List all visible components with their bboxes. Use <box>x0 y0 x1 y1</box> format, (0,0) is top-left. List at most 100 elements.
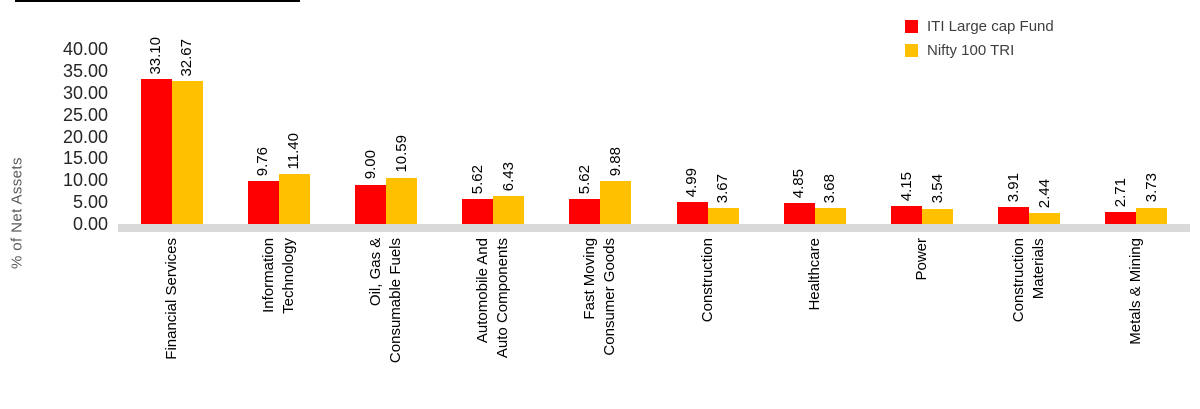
bar-group: 5.62 6.43 <box>440 0 547 224</box>
bar-column-series-1: 6.43 <box>493 0 525 224</box>
x-axis-line <box>118 224 1190 232</box>
bar-column-series-0: 5.62 <box>569 0 601 224</box>
bar-group: 4.15 3.54 <box>868 0 975 224</box>
y-axis-tick-label: 30.00 <box>62 82 108 103</box>
top-border-line <box>15 0 300 2</box>
y-axis-tick-label: 20.00 <box>62 126 108 147</box>
bar-series-0 <box>783 202 815 224</box>
x-axis-label: Information Technology <box>259 238 297 314</box>
bar-series-0 <box>891 205 923 224</box>
bar-series-1 <box>814 207 846 224</box>
x-axis-label-cell: Metals & Mining <box>1083 238 1190 345</box>
value-label: 4.15 <box>897 171 915 201</box>
bar-series-1 <box>386 177 417 224</box>
bar-column-series-1: 3.67 <box>707 0 739 224</box>
x-axis-label-cell: Information Technology <box>225 238 332 314</box>
x-axis-label-cell: Oil, Gas & Consumable Fuels <box>332 238 439 363</box>
bar-column-series-1: 3.73 <box>1136 0 1168 224</box>
value-label: 3.91 <box>1004 172 1022 202</box>
bar-column-series-1: 3.54 <box>922 0 954 224</box>
value-label: 10.59 <box>392 135 410 173</box>
x-axis-label: Power <box>913 238 931 281</box>
bar-column-series-0: 2.71 <box>1105 0 1137 224</box>
bar-series-0 <box>140 79 172 224</box>
y-axis-tick-label: 0.00 <box>72 214 108 234</box>
bar-series-1 <box>707 207 739 224</box>
x-axis-label: Construction Materials <box>1010 238 1048 323</box>
bar-group: 9.00 10.59 <box>332 0 439 224</box>
legend-swatch-icon <box>905 20 918 33</box>
bar-series-1 <box>1136 207 1168 224</box>
x-axis-label-cell: Construction <box>654 238 761 322</box>
value-label: 9.00 <box>361 150 379 180</box>
bar-series-0 <box>569 199 601 224</box>
bar-column-series-1: 10.59 <box>386 0 417 224</box>
bar-group: 9.76 11.40 <box>225 0 332 224</box>
x-axis-label: Healthcare <box>805 238 823 311</box>
bar-series-1 <box>493 195 525 224</box>
y-axis-tick-label: 10.00 <box>62 170 108 191</box>
bar-group: 5.62 9.88 <box>547 0 654 224</box>
bar-column-series-0: 3.91 <box>998 0 1030 224</box>
bar-column-series-0: 4.85 <box>783 0 815 224</box>
value-label: 4.99 <box>683 167 701 198</box>
bar-column-series-0: 33.10 <box>140 0 172 224</box>
legend-item: ITI Large cap Fund <box>905 18 1054 35</box>
bar-series-0 <box>998 206 1030 224</box>
x-axis-label: Oil, Gas & Consumable Fuels <box>367 238 404 364</box>
x-axis-label-cell: Power <box>868 238 975 281</box>
bar-series-0 <box>1105 212 1137 224</box>
y-axis-tick-label: 15.00 <box>62 148 108 169</box>
legend-swatch-icon <box>905 44 918 57</box>
x-axis-label-cell: Automobile And Auto Components <box>440 238 547 358</box>
y-axis-tick-label: 35.00 <box>62 60 108 81</box>
value-label: 32.67 <box>178 38 196 77</box>
legend-label: Nifty 100 TRI <box>927 42 1015 59</box>
value-label: 5.62 <box>575 165 593 195</box>
value-label: 9.76 <box>254 147 272 177</box>
x-axis-label: Construction <box>698 238 716 323</box>
plot-area: 33.10 32.67 9.76 11.40 9.00 10.59 5.62 6.43 5.62… <box>118 0 1190 224</box>
x-axis-label-cell: Construction Materials <box>976 238 1083 322</box>
y-axis-tick-label: 40.00 <box>62 39 108 59</box>
bar-series-0 <box>676 202 708 224</box>
value-label: 4.85 <box>790 168 808 198</box>
legend: ITI Large cap Fund Nifty 100 TRI <box>905 18 1054 59</box>
x-axis-label: Financial Services <box>162 238 180 360</box>
bar-column-series-1: 32.67 <box>171 0 203 224</box>
bar-series-0 <box>355 184 386 224</box>
bar-column-series-0: 4.15 <box>891 0 923 224</box>
value-label: 11.40 <box>285 132 303 170</box>
x-axis-label-cell: Financial Services <box>118 238 225 360</box>
x-axis-label: Metals & Mining <box>1127 238 1145 345</box>
bar-series-0 <box>462 199 494 224</box>
bar-column-series-0: 9.00 <box>355 0 386 224</box>
x-axis-label: Fast Moving Consumer Goods <box>581 238 619 356</box>
value-label: 5.62 <box>468 165 486 195</box>
y-axis-tick-label: 5.00 <box>72 192 108 213</box>
legend-label: ITI Large cap Fund <box>927 18 1054 35</box>
value-label: 6.43 <box>499 161 517 191</box>
bar-group: 3.91 2.44 <box>976 0 1083 224</box>
bar-series-1 <box>600 180 632 224</box>
x-axis-labels: Financial Services Information Technology… <box>118 238 1190 363</box>
bar-column-series-0: 5.62 <box>462 0 494 224</box>
bar-series-0 <box>247 181 279 224</box>
bar-series-1 <box>278 174 310 224</box>
bar-group: 33.10 32.67 <box>118 0 225 224</box>
value-label: 2.44 <box>1035 179 1053 209</box>
value-label: 9.88 <box>606 146 624 176</box>
bar-group: 2.71 3.73 <box>1083 0 1190 224</box>
value-label: 3.67 <box>714 173 732 203</box>
legend-item: Nifty 100 TRI <box>905 42 1054 59</box>
bar-column-series-1: 11.40 <box>278 0 310 224</box>
bar-series-1 <box>171 81 203 224</box>
bar-group: 4.99 3.67 <box>654 0 761 224</box>
bar-column-series-1: 3.68 <box>814 0 846 224</box>
value-label: 3.73 <box>1142 173 1160 203</box>
bar-column-series-1: 9.88 <box>600 0 632 224</box>
bar-group: 4.85 3.68 <box>761 0 868 224</box>
value-label: 3.54 <box>928 174 946 204</box>
bar-series-1 <box>1029 213 1061 224</box>
